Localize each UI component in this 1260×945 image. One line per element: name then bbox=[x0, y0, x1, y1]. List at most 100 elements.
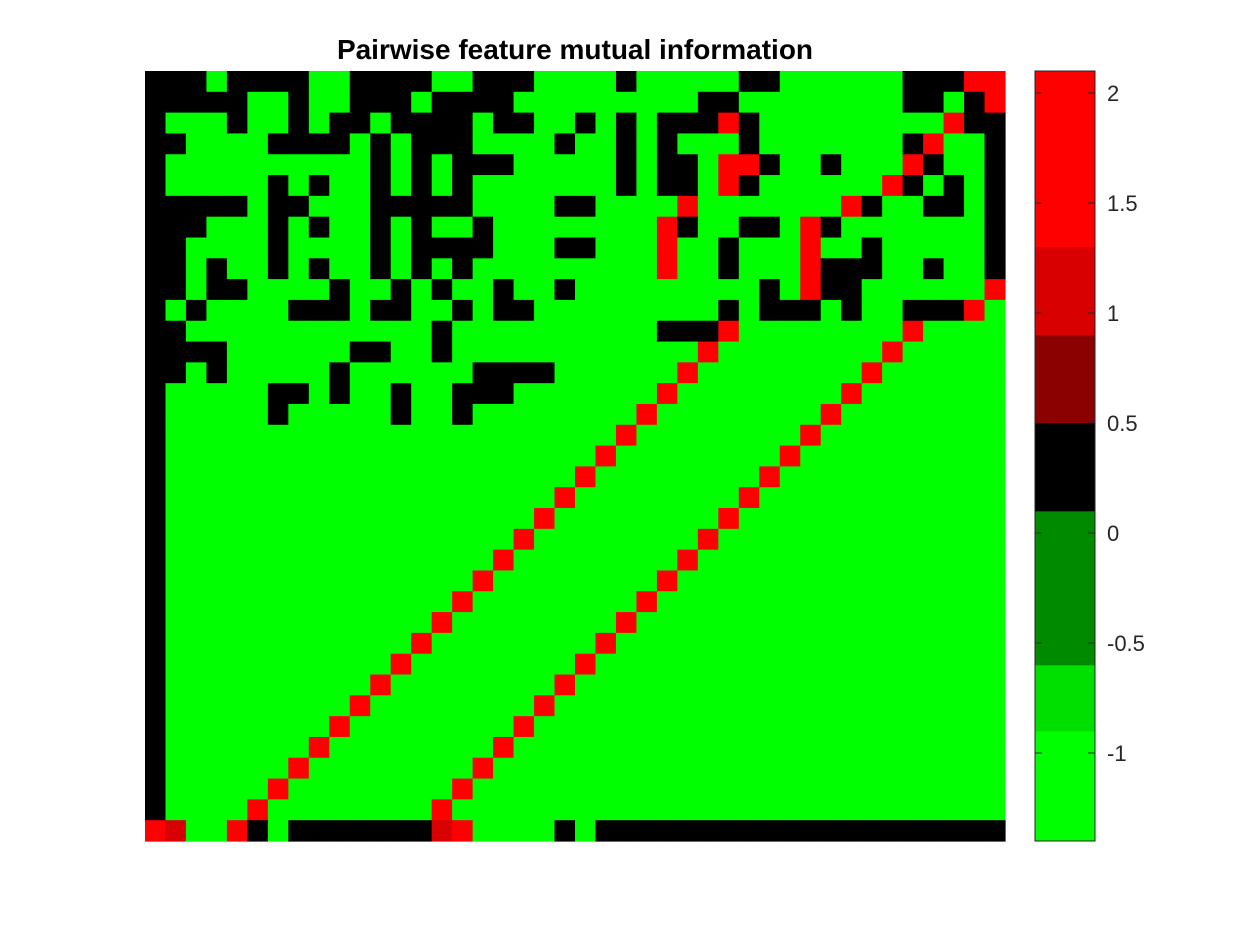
heatmap-cell bbox=[943, 195, 965, 218]
heatmap-cell bbox=[411, 820, 433, 842]
heatmap-cell bbox=[308, 591, 330, 613]
colorbar-tick-label: -0.5 bbox=[1107, 631, 1145, 656]
heatmap-cell bbox=[882, 154, 904, 176]
heatmap-cell bbox=[656, 466, 678, 488]
heatmap-cell bbox=[575, 466, 597, 488]
heatmap-cell bbox=[575, 320, 597, 343]
heatmap-cell bbox=[738, 383, 760, 405]
heatmap-cell bbox=[370, 674, 392, 696]
heatmap-cell bbox=[984, 133, 1006, 155]
heatmap-cell bbox=[493, 258, 515, 280]
heatmap-cell bbox=[329, 216, 351, 239]
heatmap-cell bbox=[902, 508, 924, 530]
heatmap-cell bbox=[656, 362, 678, 384]
heatmap-cell bbox=[656, 445, 678, 467]
heatmap-cell bbox=[288, 570, 310, 592]
heatmap-cell bbox=[984, 424, 1006, 447]
heatmap-cell bbox=[145, 508, 167, 530]
heatmap-cell bbox=[943, 799, 965, 821]
heatmap-cell bbox=[390, 549, 412, 572]
heatmap-cell bbox=[226, 508, 248, 530]
heatmap-cell bbox=[718, 424, 740, 447]
heatmap-cell bbox=[800, 424, 822, 447]
heatmap-cell bbox=[349, 403, 371, 426]
heatmap-cell bbox=[185, 279, 208, 301]
heatmap-cell bbox=[390, 175, 412, 197]
heatmap-cell bbox=[718, 195, 740, 218]
heatmap-cell bbox=[145, 757, 167, 780]
heatmap-cell bbox=[513, 549, 535, 572]
heatmap-cell bbox=[738, 154, 760, 176]
heatmap-cell bbox=[288, 549, 310, 572]
heatmap-cell bbox=[370, 736, 392, 759]
heatmap-cell bbox=[185, 320, 208, 343]
heatmap-cell bbox=[145, 674, 167, 696]
heatmap-cell bbox=[882, 237, 904, 259]
heatmap-cell bbox=[452, 362, 474, 384]
heatmap-cell bbox=[595, 695, 617, 717]
heatmap-cell bbox=[370, 612, 392, 634]
heatmap-cell bbox=[636, 653, 658, 676]
heatmap-cell bbox=[472, 341, 494, 363]
heatmap-cell bbox=[185, 549, 208, 572]
heatmap-cell bbox=[697, 695, 719, 717]
heatmap-cell bbox=[185, 570, 208, 592]
heatmap-cell bbox=[329, 154, 351, 176]
heatmap-cell bbox=[349, 466, 371, 488]
heatmap-cell bbox=[759, 674, 781, 696]
heatmap-cell bbox=[308, 237, 330, 259]
heatmap-cell bbox=[656, 258, 678, 280]
heatmap-cell bbox=[779, 674, 801, 696]
colorbar-band bbox=[1035, 511, 1095, 666]
heatmap-cell bbox=[820, 403, 842, 426]
heatmap-cell bbox=[841, 133, 863, 155]
heatmap-cell bbox=[800, 820, 822, 842]
heatmap-cell bbox=[349, 71, 371, 93]
heatmap-cell bbox=[513, 175, 535, 197]
heatmap-cell bbox=[554, 736, 576, 759]
heatmap-cell bbox=[206, 258, 228, 280]
heatmap-cell bbox=[923, 695, 945, 717]
heatmap-cell bbox=[493, 570, 515, 592]
heatmap-cell bbox=[554, 674, 576, 696]
heatmap-cell bbox=[513, 695, 535, 717]
heatmap-cell bbox=[493, 820, 515, 842]
heatmap-cell bbox=[677, 612, 699, 634]
heatmap-cell bbox=[943, 133, 965, 155]
heatmap-cell bbox=[145, 591, 167, 613]
colorbar-tick-label: 2 bbox=[1107, 81, 1119, 106]
heatmap-cell bbox=[964, 403, 986, 426]
heatmap-cell bbox=[145, 716, 167, 738]
heatmap-cell bbox=[964, 757, 986, 780]
heatmap-cell bbox=[656, 71, 678, 93]
heatmap-cell bbox=[841, 71, 863, 93]
heatmap-cell bbox=[984, 195, 1006, 218]
heatmap-cell bbox=[615, 195, 638, 218]
heatmap-cell bbox=[595, 133, 617, 155]
heatmap-cell bbox=[411, 549, 433, 572]
heatmap-cell bbox=[718, 736, 740, 759]
heatmap-cell bbox=[697, 736, 719, 759]
heatmap-cell bbox=[841, 154, 863, 176]
heatmap-cell bbox=[902, 778, 924, 800]
heatmap-cell bbox=[329, 549, 351, 572]
heatmap-cell bbox=[247, 466, 269, 488]
heatmap-cell bbox=[370, 487, 392, 509]
heatmap-cell bbox=[165, 112, 187, 135]
heatmap-cell bbox=[534, 195, 556, 218]
heatmap-cell bbox=[718, 695, 740, 717]
heatmap-cell bbox=[841, 757, 863, 780]
heatmap-cell bbox=[841, 383, 863, 405]
heatmap-cell bbox=[718, 299, 740, 322]
heatmap-cell bbox=[575, 154, 597, 176]
heatmap-cell bbox=[472, 258, 494, 280]
heatmap-cell bbox=[882, 653, 904, 676]
heatmap-cell bbox=[902, 362, 924, 384]
heatmap-cell bbox=[226, 341, 248, 363]
heatmap-cell bbox=[267, 778, 289, 800]
heatmap-cell bbox=[779, 591, 801, 613]
heatmap-cell bbox=[636, 71, 658, 93]
heatmap-cell bbox=[800, 695, 822, 717]
heatmap-cell bbox=[636, 799, 658, 821]
heatmap-cell bbox=[329, 258, 351, 280]
